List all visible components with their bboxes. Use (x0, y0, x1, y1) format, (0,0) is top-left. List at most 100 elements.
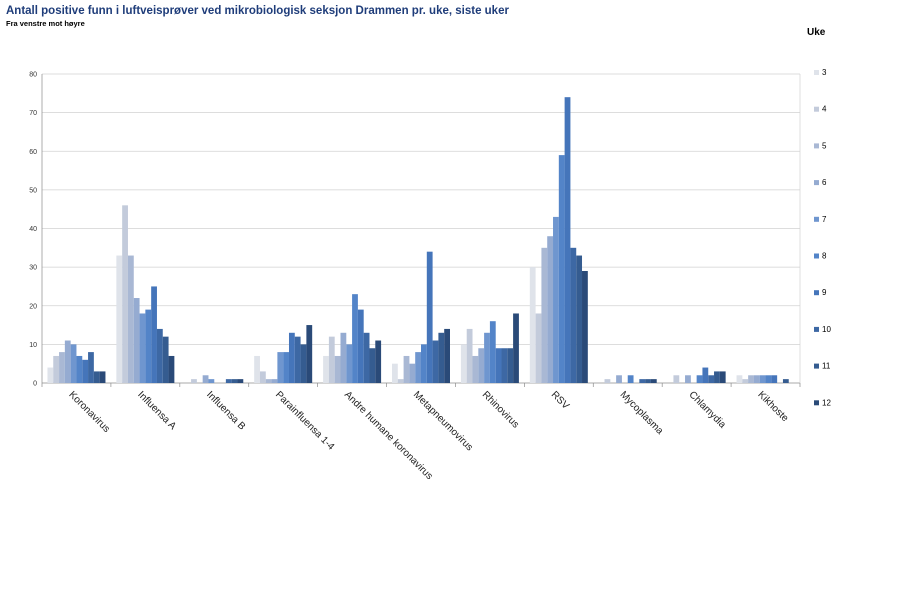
bar (191, 379, 197, 383)
bar (478, 348, 485, 383)
bar (576, 255, 583, 383)
legend-swatch (814, 290, 819, 296)
bar (70, 344, 77, 383)
bar (346, 344, 353, 383)
bar (484, 332, 490, 383)
x-tick-label: Influensa A (135, 389, 178, 432)
bar (47, 367, 54, 383)
bar (139, 313, 146, 383)
bar (489, 321, 496, 383)
bar (719, 371, 726, 383)
bar (685, 375, 691, 383)
bar (64, 340, 71, 383)
bar (300, 344, 307, 383)
bar (306, 325, 313, 383)
bar (714, 371, 720, 383)
bar (363, 332, 370, 383)
y-tick-label: 40 (29, 226, 37, 233)
y-tick-label: 20 (29, 303, 37, 310)
bar (237, 379, 244, 383)
bar (352, 294, 358, 383)
bar (271, 379, 278, 383)
bar (59, 352, 65, 383)
bar (409, 363, 416, 383)
bar (328, 336, 335, 383)
bar (369, 348, 376, 383)
chart-subtitle: Fra venstre mot høyre (6, 19, 85, 28)
bar (421, 344, 427, 383)
bar (438, 332, 445, 383)
legend-title: Uke (807, 27, 826, 38)
bar (529, 267, 536, 383)
bar (547, 236, 554, 383)
bar (466, 328, 473, 383)
bar (513, 313, 519, 383)
bar (151, 286, 157, 383)
bar (582, 270, 588, 383)
bar (495, 348, 502, 383)
y-tick-label: 10 (29, 342, 37, 349)
legend-swatch (814, 400, 819, 406)
legend-label: 9 (822, 288, 827, 297)
legend-label: 5 (822, 141, 827, 150)
bar (742, 379, 749, 383)
bar (202, 375, 209, 383)
bar (702, 367, 709, 383)
bar (334, 355, 341, 383)
bar (225, 379, 232, 383)
bar (259, 371, 266, 383)
bar (162, 336, 169, 383)
bar (168, 355, 175, 383)
legend-label: 6 (822, 178, 827, 187)
legend-swatch (814, 253, 819, 259)
bar (748, 375, 754, 383)
y-tick-label: 70 (29, 110, 37, 117)
bar (323, 355, 329, 383)
bar (444, 328, 450, 383)
bar (116, 255, 123, 383)
bar (127, 255, 134, 383)
legend-swatch (814, 106, 819, 112)
x-tick-label: Rhinovirus (480, 389, 521, 430)
bar (231, 379, 238, 383)
bar (759, 375, 766, 383)
bar (736, 375, 743, 383)
bar (133, 298, 140, 383)
legend-swatch (814, 143, 819, 149)
x-tick-label: Kikhoste (755, 389, 790, 424)
legend-label: 4 (822, 105, 827, 114)
y-tick-label: 60 (29, 149, 37, 156)
bar (604, 379, 611, 383)
y-tick-label: 50 (29, 187, 37, 194)
bar (432, 340, 439, 383)
bar (771, 375, 778, 383)
bar (782, 379, 789, 383)
bar (99, 371, 106, 383)
bar (265, 379, 272, 383)
legend-swatch (814, 70, 819, 75)
bar (753, 375, 760, 383)
bar (88, 352, 94, 383)
bar (357, 309, 364, 383)
x-tick-label: Chlamydia (687, 389, 728, 430)
legend-swatch (814, 180, 819, 186)
legend-label: 10 (822, 325, 831, 334)
bar (403, 355, 410, 383)
bar (570, 247, 577, 383)
bar (283, 352, 289, 383)
bar (277, 352, 284, 383)
bar (53, 355, 60, 383)
x-tick-label: Influensa B (204, 389, 247, 432)
legend-swatch (814, 216, 819, 222)
y-tick-label: 80 (29, 72, 37, 79)
x-tick-label: Koronavirus (66, 389, 112, 435)
bar (507, 348, 514, 383)
y-tick-label: 0 (33, 381, 37, 388)
bar (627, 375, 634, 383)
bar (765, 375, 772, 383)
bar (397, 379, 404, 383)
bar (392, 363, 398, 383)
legend-label: 3 (822, 68, 827, 77)
bar (673, 375, 680, 383)
